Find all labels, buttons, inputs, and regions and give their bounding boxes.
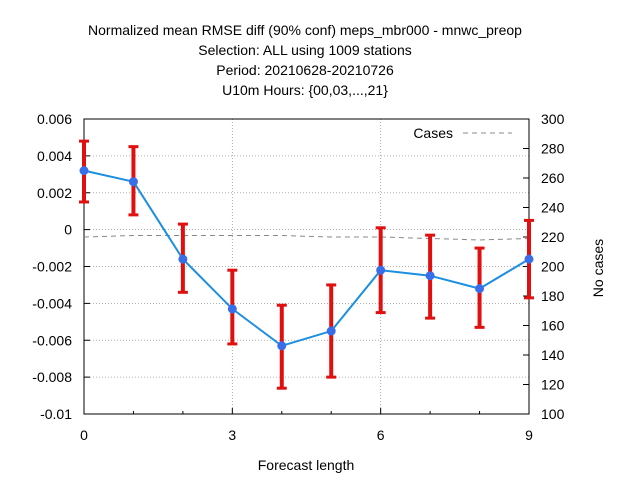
x-tick-label: 9 xyxy=(525,427,533,443)
y2-tick-label: 260 xyxy=(541,170,565,186)
data-point xyxy=(227,304,237,314)
data-point xyxy=(524,254,534,264)
y-tick-label: -0.004 xyxy=(32,295,72,311)
data-point xyxy=(178,254,188,264)
data-point xyxy=(79,166,89,176)
y2-tick-label: 100 xyxy=(541,406,565,422)
x-tick-label: 3 xyxy=(228,427,236,443)
y2-tick-label: 300 xyxy=(541,111,565,127)
y-tick-label: -0.008 xyxy=(32,369,72,385)
x-tick-label: 0 xyxy=(80,427,88,443)
data-point xyxy=(376,265,386,275)
data-point xyxy=(128,177,138,187)
y2-tick-label: 280 xyxy=(541,141,565,157)
title-line-3: Period: 20210628-20210726 xyxy=(216,62,394,78)
y2-axis-label: No cases xyxy=(590,239,606,297)
y-tick-label: 0.006 xyxy=(37,111,72,127)
grid xyxy=(84,119,529,414)
x-tick-label: 6 xyxy=(377,427,385,443)
y2-tick-label: 220 xyxy=(541,229,565,245)
y2-tick-label: 240 xyxy=(541,200,565,216)
y2-tick-label: 180 xyxy=(541,288,565,304)
x-axis-label: Forecast length xyxy=(258,457,355,473)
title-line-4: U10m Hours: {00,03,...,21} xyxy=(222,82,388,98)
title-line-2: Selection: ALL using 1009 stations xyxy=(198,42,412,58)
y-tick-label: -0.002 xyxy=(32,259,72,275)
main-series-line xyxy=(83,169,530,347)
chart-title: Normalized mean RMSE diff (90% conf) mep… xyxy=(88,22,522,98)
legend: Cases xyxy=(413,125,512,141)
y-tick-label: -0.006 xyxy=(32,332,72,348)
y-tick-label: 0.004 xyxy=(37,148,72,164)
data-point xyxy=(277,341,287,351)
y2-tick-label: 160 xyxy=(541,318,565,334)
y2-tick-label: 200 xyxy=(541,259,565,275)
error-bars xyxy=(79,139,534,390)
main-series xyxy=(79,166,534,351)
y-tick-label: 0 xyxy=(64,222,72,238)
data-point xyxy=(326,326,336,336)
title-line-1: Normalized mean RMSE diff (90% conf) mep… xyxy=(88,22,522,38)
ticks: 0.006 0.004 0.002 0 -0.002 -0.004 -0.006 -0.008… xyxy=(32,111,564,443)
cases-layer xyxy=(83,235,530,241)
cases-line xyxy=(83,235,530,241)
data-point xyxy=(475,284,485,294)
y2-tick-label: 140 xyxy=(541,347,565,363)
y-tick-label: 0.002 xyxy=(37,185,72,201)
legend-label-cases: Cases xyxy=(413,125,453,141)
data-point xyxy=(425,271,435,281)
y2-tick-label: 120 xyxy=(541,377,565,393)
y-tick-label: -0.01 xyxy=(40,406,72,422)
